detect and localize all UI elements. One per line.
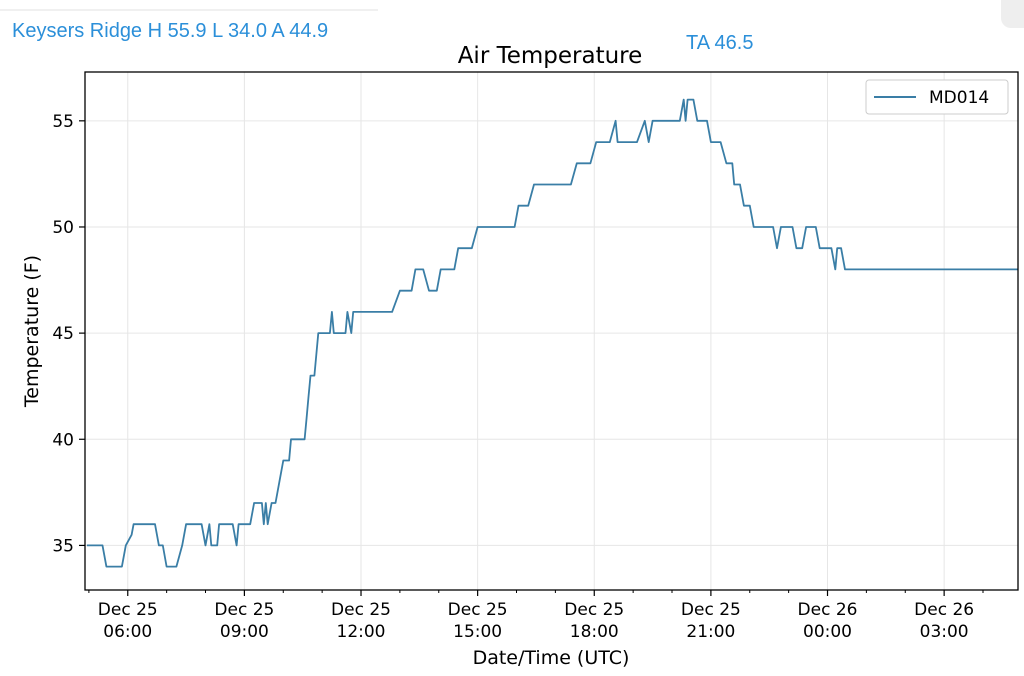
x-tick-label-date: Dec 25 <box>214 600 274 620</box>
y-tick-label: 35 <box>52 536 74 556</box>
x-axis-label: Date/Time (UTC) <box>473 647 630 669</box>
x-tick-label-time: 00:00 <box>803 622 852 642</box>
legend-box <box>865 79 1009 115</box>
x-tick-label-date: Dec 26 <box>914 600 974 620</box>
x-tick-label-date: Dec 25 <box>331 600 391 620</box>
x-tick-label-time: 12:00 <box>337 622 386 642</box>
plot-frame <box>84 71 1019 591</box>
series-layer <box>86 98 1018 568</box>
y-tick-label: 45 <box>52 324 74 344</box>
y-tick-label: 55 <box>52 112 74 132</box>
x-tick-label-date: Dec 25 <box>448 600 508 620</box>
station-summary: Keysers Ridge H 55.9 L 34.0 A 44.9 <box>12 20 329 42</box>
x-tick-label-time: 15:00 <box>453 622 502 642</box>
grid-lines <box>85 72 1018 590</box>
chart-title: Air Temperature <box>458 43 643 69</box>
ta-readout: TA 46.5 <box>686 32 754 54</box>
legend: MD014 <box>865 79 1009 115</box>
x-tick-label-date: Dec 26 <box>798 600 858 620</box>
x-tick-label-time: 18:00 <box>570 622 619 642</box>
x-tick-label-date: Dec 25 <box>98 600 158 620</box>
x-tick-label-time: 09:00 <box>220 622 269 642</box>
y-tick-label: 40 <box>52 430 74 450</box>
top-divider <box>0 9 378 11</box>
x-tick-label-date: Dec 25 <box>564 600 624 620</box>
x-tick-label-date: Dec 25 <box>681 600 741 620</box>
x-tick-label-time: 06:00 <box>103 622 152 642</box>
legend-label: MD014 <box>929 88 989 108</box>
series-line-md014 <box>86 98 1018 568</box>
y-axis: 35 40 45 50 55 <box>52 112 85 556</box>
window-corner <box>1001 0 1024 28</box>
x-tick-label-time: 21:00 <box>686 622 735 642</box>
y-axis-label: Temperature (F) <box>21 255 43 408</box>
y-tick-label: 50 <box>52 218 74 238</box>
x-tick-label-time: 03:00 <box>920 622 969 642</box>
